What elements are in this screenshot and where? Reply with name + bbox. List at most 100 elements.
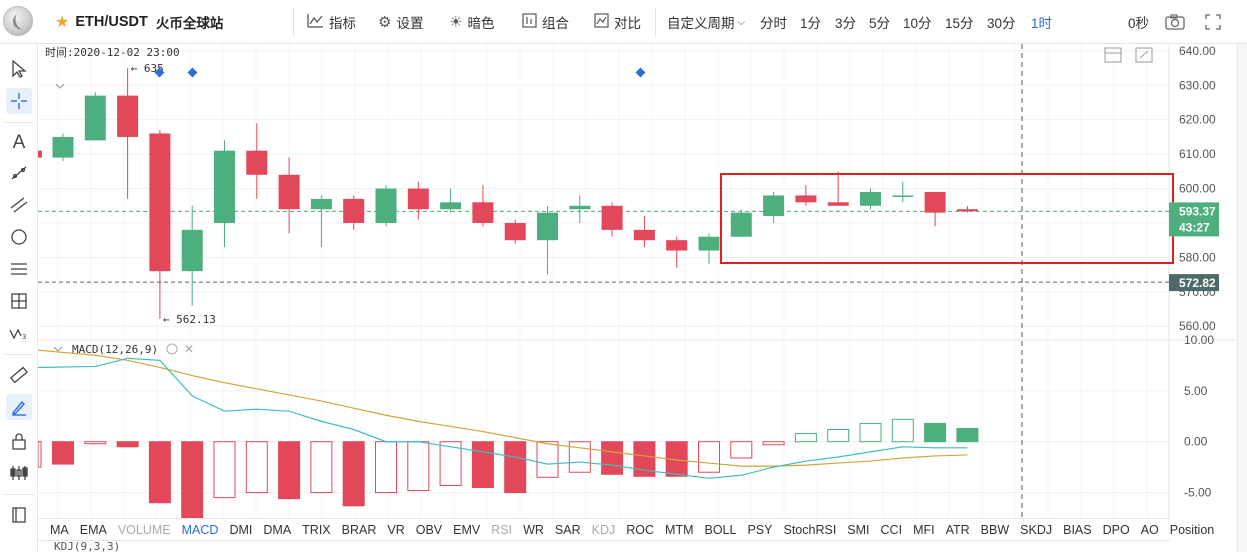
macd-bar [859,422,882,443]
macd-settings-gear-icon[interactable] [166,343,178,355]
favorite-star-icon[interactable]: ★ [55,14,70,31]
indicator-tab-dpo[interactable]: DPO [1102,522,1130,537]
indicator-tab-obv[interactable]: OBV [415,522,443,537]
macd-bar [407,441,430,492]
candle [892,181,914,203]
camera-icon[interactable] [1165,0,1185,44]
gear-icon: ⚙ [378,14,392,31]
custom-period-dropdown[interactable]: 自定义周期 ⌵ [667,16,746,31]
candle [795,185,817,206]
indicator-tab-atr[interactable]: ATR [945,522,970,537]
candle [763,192,785,223]
settings-button[interactable]: ⚙ 设置 [378,14,424,31]
indicator-tab-cci[interactable]: CCI [880,522,903,537]
fibonacci-icon[interactable] [6,256,32,282]
circle-tool-icon[interactable] [6,224,32,250]
expand-pane-icon[interactable] [1135,47,1153,63]
indicator-tab-stochrsi[interactable]: StochRSI [783,522,837,537]
indicator-tab-position[interactable]: Position [1169,522,1215,537]
indicator-tab-volume[interactable]: VOLUME [117,522,171,537]
candle [214,140,235,248]
indicator-tab-bias[interactable]: BIAS [1063,522,1092,537]
theme-toggle-button[interactable]: ☀ 暗色 [449,14,495,31]
collapse-chevron-icon[interactable] [55,83,65,89]
indicator-tab-brar[interactable]: BRAR [341,522,377,537]
highlight-rectangle[interactable] [720,173,1174,264]
indicator-tab-trix[interactable]: TRIX [302,522,331,537]
candle [698,233,720,265]
indicator-tab-dma[interactable]: DMA [263,522,292,537]
countdown-text: 0秒 [1128,16,1150,31]
period-tab-1[interactable]: 1分 [800,16,822,31]
chart-area[interactable]: 640.00630.00620.00610.00600.00590.00580.… [38,44,1237,518]
price-axis-label: 600.00 [1179,182,1216,196]
indicator-tab-ma[interactable]: MA [50,522,69,537]
period-tab-3[interactable]: 5分 [869,16,891,31]
period-tab-4[interactable]: 10分 [903,16,932,31]
indicator-tab-wr[interactable]: WR [523,522,544,537]
candle [149,130,171,319]
collapse-chevron-icon[interactable] [53,346,63,352]
crosshair-icon[interactable] [6,88,32,114]
indicator-tab-roc[interactable]: ROC [626,522,655,537]
period-tab-2[interactable]: 3分 [835,16,857,31]
gann-box-icon[interactable] [6,288,32,314]
indicator-tab-macd[interactable]: MACD [181,522,219,537]
wave-pattern-icon[interactable]: 3 [6,320,32,346]
text-tool-icon[interactable]: A [12,132,26,153]
candle [52,133,74,162]
macd-bar [827,429,850,443]
candles-visibility-icon[interactable] [6,460,32,486]
indicator-tab-emv[interactable]: EMV [453,522,481,537]
macd-bar [471,441,494,488]
indicator-tab-bbw[interactable]: BBW [980,522,1010,537]
combo-button[interactable]: 组合 [522,0,569,44]
indicator-tab-kdj[interactable]: KDJ [591,522,616,537]
indicator-tab-rsi[interactable]: RSI [491,522,513,537]
candle [278,157,300,234]
symbol-selector[interactable]: ★ ETH/USDT 火币全球站 [55,0,223,44]
compare-button[interactable]: 对比 [594,0,641,44]
macd-bar [38,441,42,468]
event-marker-diamond[interactable] [187,67,198,78]
period-tab-5[interactable]: 15分 [945,16,974,31]
fullscreen-icon[interactable] [1205,0,1221,44]
macd-bar [310,441,333,494]
cursor-arrow-icon[interactable] [6,56,32,82]
period-tab-7[interactable]: 1时 [1031,16,1053,31]
event-marker-diamond[interactable] [635,67,646,78]
lock-icon[interactable] [6,428,32,454]
low-price-marker: ← 562.13 [163,313,216,326]
indicator-tab-dmi[interactable]: DMI [229,522,253,537]
macd-close-icon[interactable]: ✕ [184,342,194,356]
ruler-icon[interactable] [6,362,32,388]
indicator-tab-skdj[interactable]: SKDJ [1020,522,1053,537]
macd-histogram [38,418,979,518]
indicator-tab-ao[interactable]: AO [1140,522,1159,537]
macd-bar [956,427,979,443]
parallel-channel-icon[interactable] [6,192,32,218]
indicator-tab-boll[interactable]: BOLL [704,522,737,537]
period-tab-6[interactable]: 30分 [987,16,1016,31]
trend-line-icon[interactable] [6,160,32,186]
app-logo [3,6,33,36]
indicator-tab-sar[interactable]: SAR [554,522,581,537]
calendar-icon[interactable] [1104,47,1122,63]
candle [181,205,203,306]
period-tab-0[interactable]: 分时 [760,16,787,31]
indicator-tab-mtm[interactable]: MTM [665,522,694,537]
indicator-tab-mfi[interactable]: MFI [913,522,935,537]
indicator-tab-smi[interactable]: SMI [847,522,870,537]
indicators-button[interactable]: 指标 [307,0,356,44]
macd-bar [730,441,753,459]
indicator-tab-psy[interactable]: PSY [747,522,773,537]
candle [375,185,397,227]
indicator-tab-vr[interactable]: VR [387,522,405,537]
macd-bar [148,441,171,504]
brush-icon[interactable] [6,394,32,420]
event-marker-diamond[interactable] [154,67,165,78]
indicator-tab-ema[interactable]: EMA [79,522,107,537]
object-tree-icon[interactable] [6,502,32,528]
candle [601,202,623,237]
macd-bar [762,441,785,446]
